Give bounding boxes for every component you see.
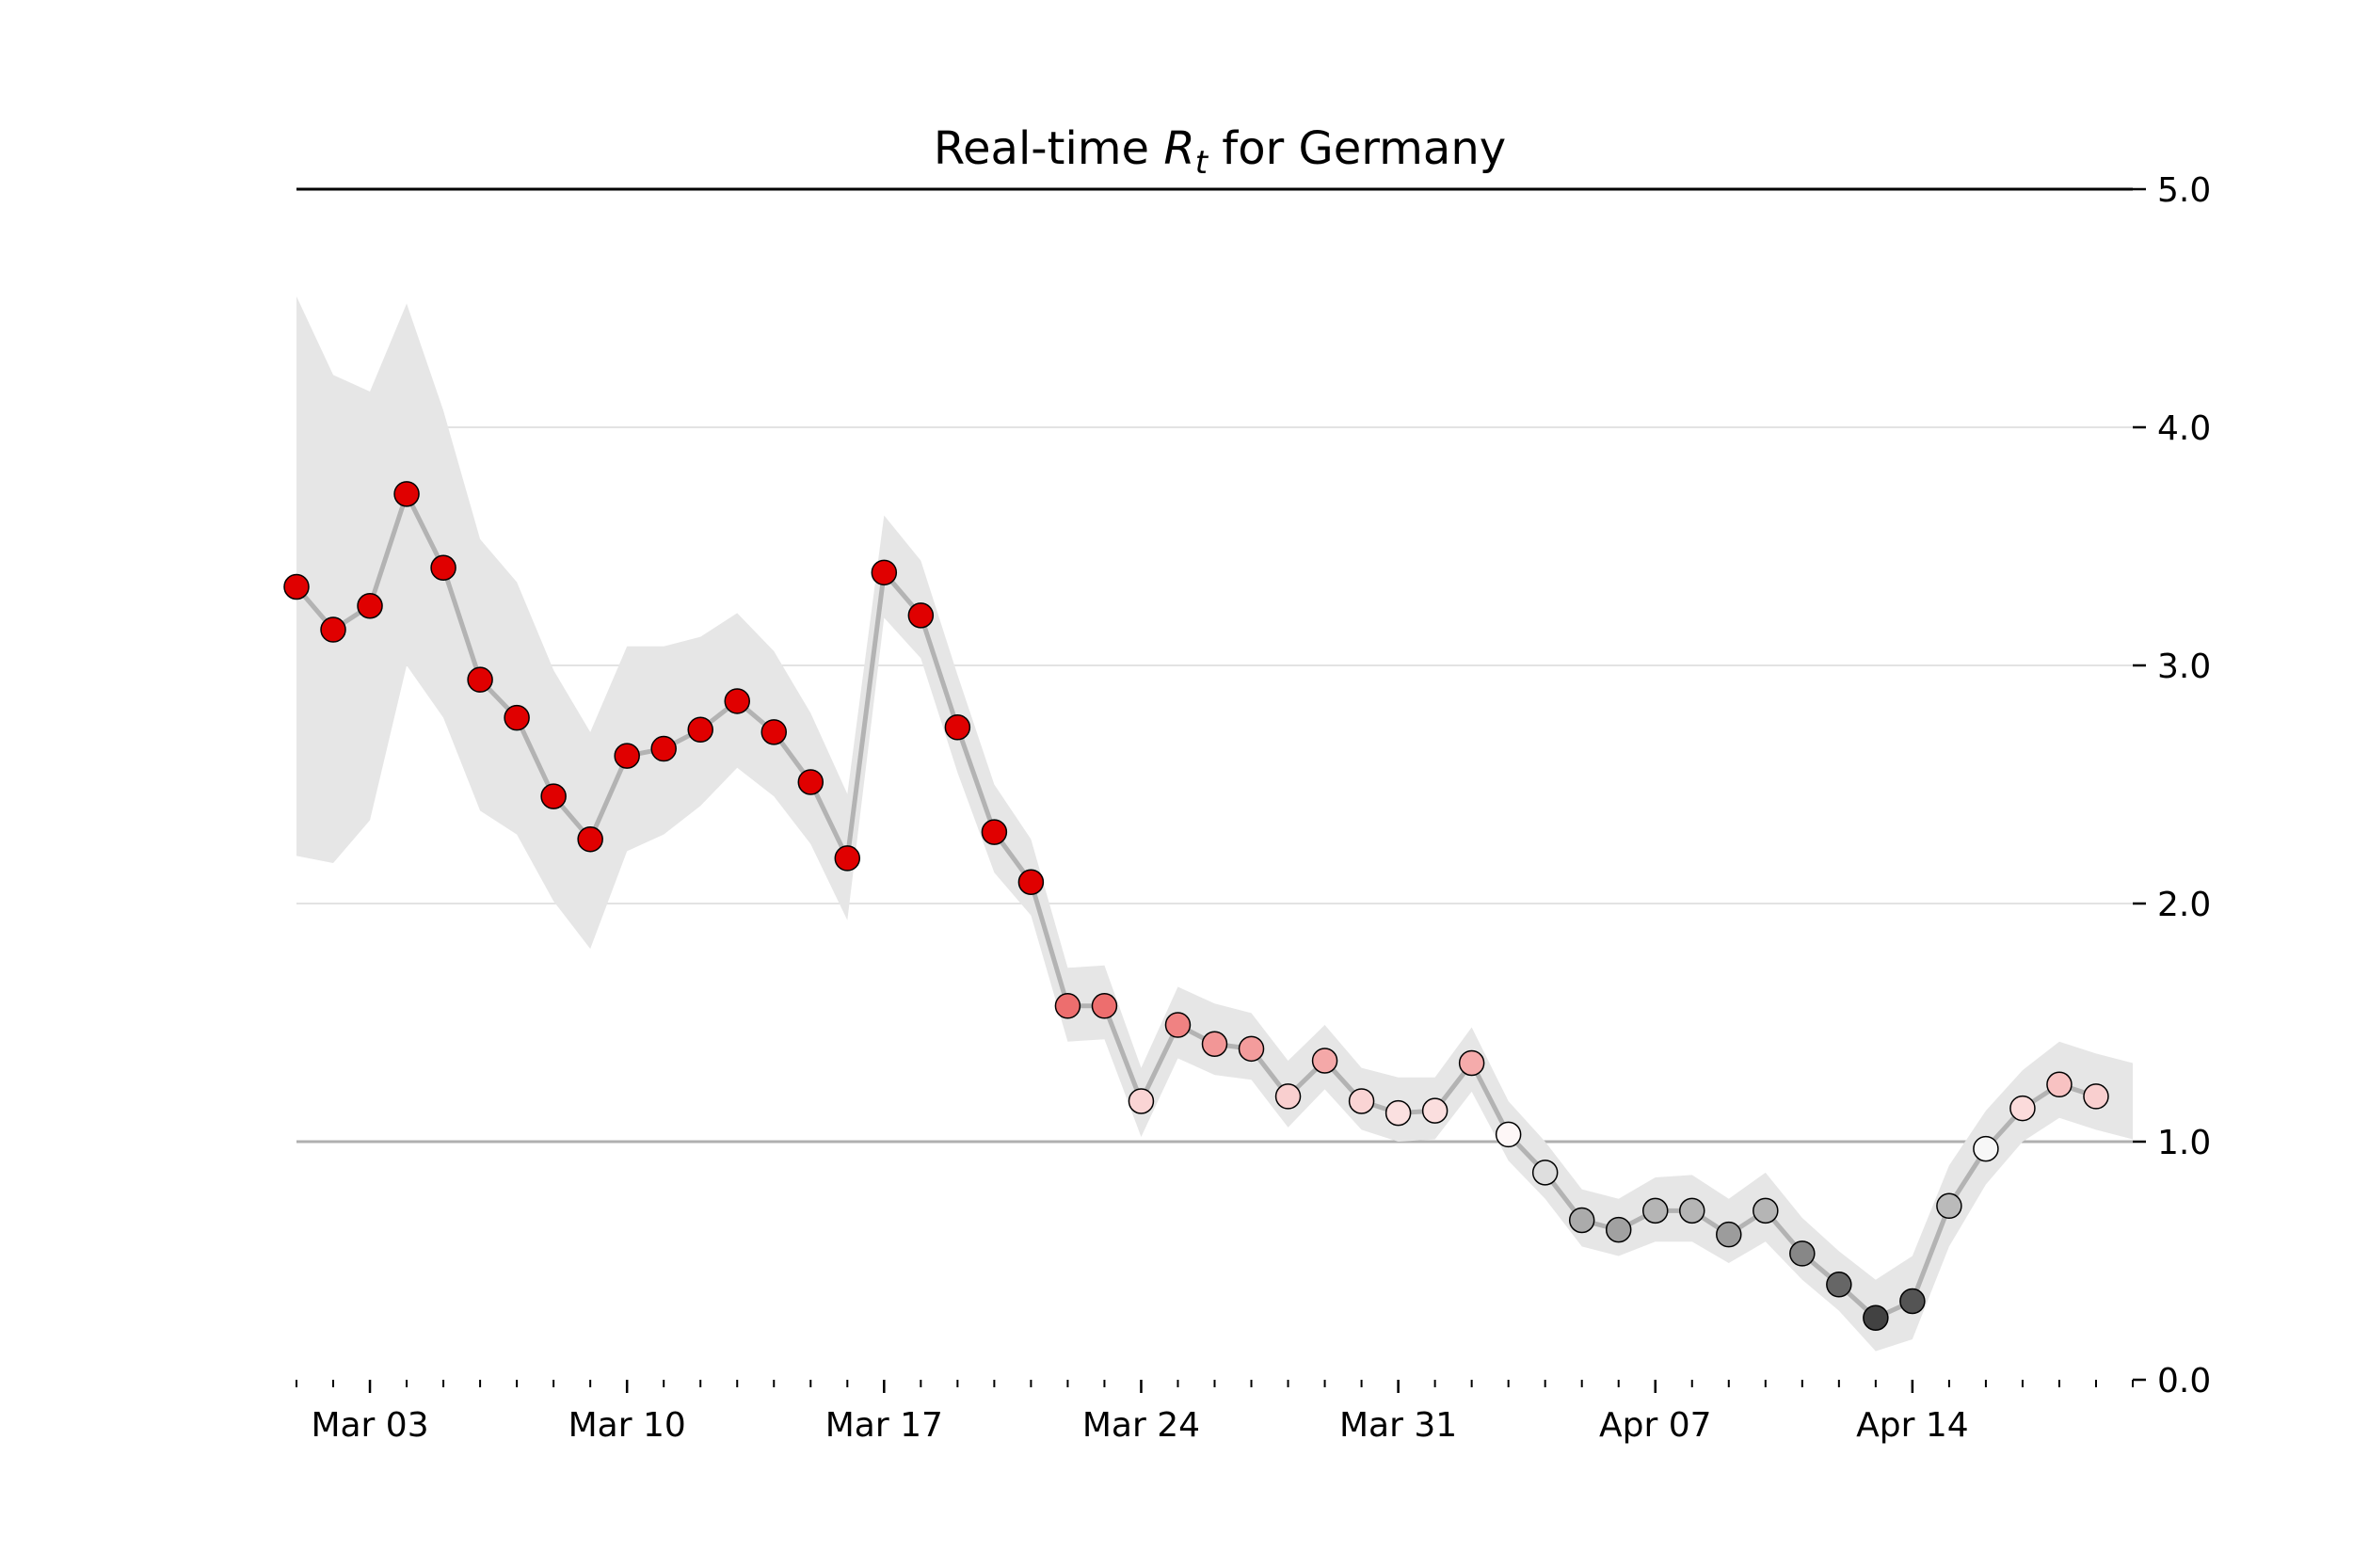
- rt-point: [1458, 1049, 1485, 1077]
- rt-point: [687, 716, 713, 744]
- rt-point: [283, 573, 310, 600]
- rt-point: [1164, 1012, 1192, 1038]
- y-tick-label: 4.0: [2157, 409, 2211, 448]
- rt-point: [2083, 1083, 2109, 1110]
- y-tick-label: 3.0: [2157, 648, 2211, 686]
- points-layer: [283, 481, 2109, 1331]
- rt-point: [907, 602, 935, 629]
- rt-point: [577, 825, 603, 853]
- rt-point: [1017, 869, 1045, 895]
- rt-point: [1201, 1031, 1228, 1058]
- rt-point: [1348, 1088, 1375, 1114]
- x-tick-label: Apr 07: [1599, 1406, 1712, 1445]
- x-tick-label: Mar 10: [568, 1406, 686, 1445]
- rt-point: [1531, 1160, 1559, 1186]
- rt-point: [1789, 1240, 1816, 1267]
- rt-point: [944, 714, 971, 741]
- rt-point: [540, 783, 567, 809]
- rt-point: [1128, 1088, 1155, 1114]
- x-tick-label: Mar 17: [825, 1406, 943, 1445]
- title-symbol: R: [1163, 122, 1194, 175]
- chart-title: Real-time Rt for Germany: [934, 122, 1506, 182]
- rt-point: [724, 688, 750, 714]
- y-tick-label: 5.0: [2157, 171, 2211, 210]
- title-suffix: for Germany: [1208, 122, 1506, 175]
- rt-point: [1605, 1216, 1632, 1243]
- title-prefix: Real-time: [934, 122, 1164, 175]
- rt-point: [1311, 1048, 1338, 1074]
- rt-point: [797, 769, 824, 795]
- rt-point: [2009, 1095, 2036, 1122]
- rt-point: [1495, 1121, 1522, 1148]
- rt-point: [393, 481, 420, 507]
- rt-point: [1679, 1197, 1705, 1224]
- x-tick-label: Mar 03: [311, 1406, 428, 1445]
- rt-point: [467, 666, 493, 693]
- x-tick-label: Mar 24: [1082, 1406, 1200, 1445]
- rt-point: [1421, 1097, 1449, 1124]
- band-layer: [296, 296, 2133, 1352]
- rt-point: [1753, 1197, 1779, 1224]
- rt-point: [1238, 1035, 1265, 1063]
- rt-point: [1568, 1207, 1595, 1234]
- rt-point: [1641, 1197, 1669, 1224]
- rt-point: [504, 704, 530, 731]
- rt-point: [834, 845, 861, 872]
- rt-point: [1091, 993, 1118, 1019]
- axis-layer: 0.0 1.0 2.0 3.0 4.0 5.0 Mar 03 Mar 10 Mar 17 Mar …: [296, 171, 2211, 1445]
- rt-point: [1274, 1083, 1302, 1110]
- y-tick-label: 2.0: [2157, 886, 2211, 924]
- x-tick-label: Mar 31: [1339, 1406, 1457, 1445]
- rt-point: [357, 593, 383, 619]
- title-subscript: t: [1195, 144, 1209, 182]
- rt-point: [320, 616, 346, 643]
- rt-point: [1936, 1192, 1962, 1220]
- rt-point: [1716, 1221, 1742, 1248]
- rt-point: [2046, 1071, 2073, 1098]
- y-tick-label: 1.0: [2157, 1124, 2211, 1162]
- rt-point: [1899, 1288, 1926, 1315]
- rt-point: [981, 819, 1008, 845]
- rt-point: [760, 719, 788, 745]
- rt-point: [1863, 1304, 1889, 1331]
- rt-point: [1826, 1272, 1852, 1298]
- credible-interval-band: [296, 296, 2133, 1352]
- rt-point: [650, 735, 677, 762]
- rt-point: [1385, 1099, 1412, 1127]
- rt-point: [1973, 1135, 1999, 1162]
- y-tick-label: 0.0: [2157, 1362, 2211, 1400]
- rt-point: [614, 743, 640, 769]
- rt-point: [430, 554, 456, 582]
- rt-point: [1054, 993, 1081, 1019]
- rt-point: [871, 559, 898, 586]
- x-tick-label: Apr 14: [1856, 1406, 1969, 1445]
